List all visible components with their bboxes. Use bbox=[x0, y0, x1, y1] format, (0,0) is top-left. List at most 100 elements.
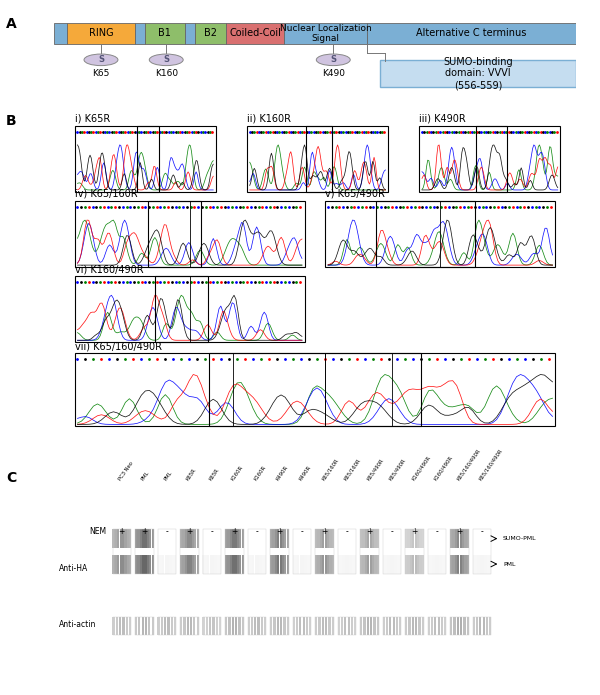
Bar bbox=[248, 617, 266, 635]
Bar bbox=[226, 23, 284, 44]
Bar bbox=[405, 617, 424, 635]
Text: B2: B2 bbox=[204, 28, 217, 38]
Text: iii) K490R: iii) K490R bbox=[419, 114, 466, 124]
Text: K65/160/490R: K65/160/490R bbox=[478, 448, 503, 482]
Bar bbox=[476, 126, 507, 192]
Text: +: + bbox=[119, 527, 125, 536]
Bar bbox=[135, 617, 154, 635]
Text: -: - bbox=[256, 527, 259, 536]
Text: -: - bbox=[346, 527, 349, 536]
Bar bbox=[67, 23, 135, 44]
Bar bbox=[75, 126, 216, 192]
Text: RING: RING bbox=[89, 28, 113, 38]
Bar bbox=[158, 617, 176, 635]
Bar bbox=[383, 529, 401, 573]
Text: K65: K65 bbox=[92, 70, 110, 79]
Bar bbox=[248, 529, 266, 573]
Text: PML: PML bbox=[163, 470, 173, 482]
Text: K65R: K65R bbox=[208, 467, 220, 482]
Bar bbox=[367, 23, 576, 44]
Bar bbox=[405, 529, 424, 573]
Bar bbox=[247, 126, 388, 192]
Bar bbox=[473, 617, 491, 635]
Text: S: S bbox=[163, 56, 169, 65]
Text: -: - bbox=[391, 527, 394, 536]
Text: K65/160/490R: K65/160/490R bbox=[455, 448, 481, 482]
Text: vii) K65/160/490R: vii) K65/160/490R bbox=[75, 341, 162, 351]
Bar bbox=[428, 617, 446, 635]
Text: +: + bbox=[276, 527, 283, 536]
Text: K160R: K160R bbox=[230, 464, 244, 482]
Bar bbox=[75, 201, 305, 267]
Bar bbox=[135, 23, 145, 44]
Bar bbox=[293, 617, 311, 635]
Bar bbox=[113, 529, 131, 573]
Bar bbox=[360, 529, 379, 573]
Text: K490R: K490R bbox=[275, 464, 289, 482]
Text: S: S bbox=[330, 56, 336, 65]
Text: -: - bbox=[301, 527, 304, 536]
Text: K65/160R: K65/160R bbox=[320, 457, 339, 482]
Text: A: A bbox=[6, 17, 17, 31]
Bar bbox=[203, 529, 221, 573]
Text: i) K65R: i) K65R bbox=[75, 114, 110, 124]
Bar bbox=[75, 353, 555, 426]
Bar bbox=[338, 617, 356, 635]
Text: +: + bbox=[457, 527, 463, 536]
Text: B1: B1 bbox=[158, 28, 172, 38]
Text: iv) K65/160R: iv) K65/160R bbox=[75, 189, 137, 199]
Ellipse shape bbox=[84, 54, 118, 65]
Bar bbox=[158, 529, 176, 573]
Ellipse shape bbox=[149, 54, 183, 65]
Text: +: + bbox=[366, 527, 373, 536]
Text: +: + bbox=[412, 527, 418, 536]
Bar bbox=[225, 617, 244, 635]
Text: PML: PML bbox=[503, 562, 515, 566]
Bar bbox=[148, 201, 201, 267]
Bar bbox=[195, 23, 226, 44]
Text: +: + bbox=[321, 527, 328, 536]
Text: K65/490R: K65/490R bbox=[365, 457, 384, 482]
Bar bbox=[209, 353, 421, 426]
Text: v) K65/490R: v) K65/490R bbox=[325, 189, 385, 199]
Text: Alternative C terminus: Alternative C terminus bbox=[416, 28, 527, 38]
Bar bbox=[145, 23, 185, 44]
Bar bbox=[419, 126, 560, 192]
Bar bbox=[137, 126, 160, 192]
Bar bbox=[376, 201, 475, 267]
Bar bbox=[135, 529, 154, 573]
Text: +: + bbox=[141, 527, 148, 536]
Bar bbox=[450, 617, 469, 635]
Bar bbox=[270, 617, 289, 635]
Text: +: + bbox=[231, 527, 238, 536]
Bar bbox=[315, 617, 334, 635]
Text: -: - bbox=[436, 527, 439, 536]
Bar bbox=[360, 617, 379, 635]
Text: vi) K160/490R: vi) K160/490R bbox=[75, 264, 143, 274]
Text: -: - bbox=[481, 527, 484, 536]
Bar bbox=[473, 529, 491, 573]
Bar bbox=[180, 529, 199, 573]
Bar bbox=[203, 617, 221, 635]
Text: SUMO-PML: SUMO-PML bbox=[503, 536, 536, 541]
Text: -: - bbox=[211, 527, 213, 536]
Text: -: - bbox=[166, 527, 168, 536]
Bar bbox=[293, 529, 311, 573]
Text: K65/490R: K65/490R bbox=[388, 457, 407, 482]
Bar bbox=[113, 617, 131, 635]
Text: Coiled-Coil: Coiled-Coil bbox=[229, 28, 281, 38]
Bar bbox=[383, 617, 401, 635]
Text: Anti-actin: Anti-actin bbox=[59, 620, 97, 629]
Bar bbox=[450, 529, 469, 573]
Bar bbox=[307, 126, 332, 192]
Bar bbox=[225, 529, 244, 573]
Text: K160/490R: K160/490R bbox=[433, 455, 454, 482]
Ellipse shape bbox=[316, 54, 350, 65]
Text: B: B bbox=[6, 114, 17, 128]
Text: K160R: K160R bbox=[253, 464, 267, 482]
Text: K490: K490 bbox=[322, 70, 345, 79]
Text: PML: PML bbox=[140, 470, 151, 482]
Text: PC3 Neo: PC3 Neo bbox=[118, 461, 134, 482]
Bar bbox=[315, 529, 334, 573]
Text: NEM: NEM bbox=[89, 527, 106, 536]
